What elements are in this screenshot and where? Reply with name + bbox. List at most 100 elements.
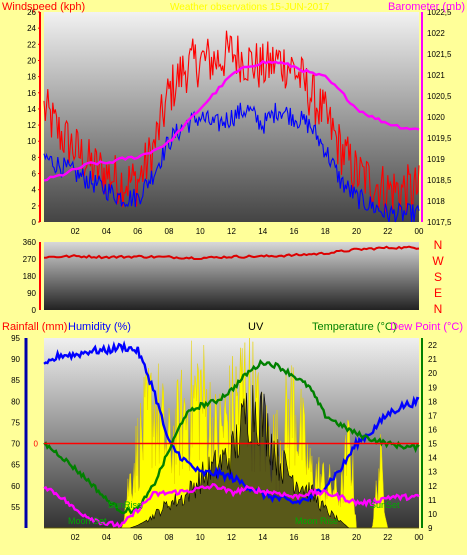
- baro-y-tick-1017,5: 1017,5: [427, 218, 452, 227]
- dir-y-tick-360: 360: [23, 238, 37, 247]
- compass-n-top: N: [434, 238, 443, 252]
- temp-y-tick-18: 18: [428, 397, 437, 406]
- humidity-y-tick-80: 80: [11, 397, 20, 406]
- humidity-y-tick-70: 70: [11, 440, 20, 449]
- humidity-y-tick-90: 90: [11, 355, 20, 364]
- wind-y-tick-4: 4: [32, 186, 37, 195]
- wind-y-tick-26: 26: [27, 8, 36, 17]
- temp-y-tick-22: 22: [428, 341, 437, 350]
- compass-w: W: [432, 254, 444, 268]
- wind-x-tick-02: 02: [71, 227, 80, 236]
- temp-y-tick-17: 17: [428, 411, 437, 420]
- baro-y-tick-1019,5: 1019,5: [427, 134, 452, 143]
- dewpoint-label: Dew Point (°C): [390, 321, 463, 333]
- temp-y-tick-14: 14: [428, 454, 437, 463]
- wind-y-tick-14: 14: [27, 105, 36, 114]
- thermo-x-tick-02: 02: [71, 533, 80, 542]
- baro-y-tick-1018,5: 1018,5: [427, 176, 452, 185]
- thermo-x-tick-12: 12: [227, 533, 236, 542]
- wind-y-tick-12: 12: [27, 121, 36, 130]
- dir-y-tick-90: 90: [27, 289, 36, 298]
- dir-y-tick-270: 270: [23, 255, 37, 264]
- compass-s: S: [434, 270, 442, 284]
- moonrise-label: Moon Rise: [295, 516, 338, 526]
- sunrise-label: SunRise: [108, 500, 142, 510]
- thermo-x-tick-10: 10: [196, 533, 205, 542]
- wind-y-tick-2: 2: [32, 202, 37, 211]
- wind-y-tick-22: 22: [27, 40, 36, 49]
- baro-y-tick-1020: 1020: [427, 113, 445, 122]
- temp-y-tick-15: 15: [428, 440, 437, 449]
- compass-e: E: [434, 286, 442, 300]
- humidity-y-tick-75: 75: [11, 418, 20, 427]
- baro-y-tick-1019: 1019: [427, 155, 445, 164]
- baro-y-tick-1021: 1021: [427, 71, 445, 80]
- wind-x-tick-08: 08: [165, 227, 174, 236]
- wind-y-tick-18: 18: [27, 73, 36, 82]
- series-uv-area: [44, 384, 419, 529]
- baro-y-tick-1021,5: 1021,5: [427, 50, 452, 59]
- baro-y-tick-1022,5: 1022,5: [427, 8, 452, 17]
- thermo-x-tick-00: 00: [415, 533, 424, 542]
- wind-x-tick-12: 12: [227, 227, 236, 236]
- thermo-x-tick-14: 14: [258, 533, 267, 542]
- baro-y-tick-1018: 1018: [427, 197, 445, 206]
- chart-title: Weather observations 15-JUN-2017: [170, 2, 330, 13]
- temp-y-tick-16: 16: [428, 425, 437, 434]
- rain-y-tick-0: 0: [34, 440, 39, 449]
- windspeed-label: Windspeed (kph): [2, 1, 85, 13]
- thermo-x-tick-18: 18: [321, 533, 330, 542]
- wind-x-tick-06: 06: [133, 227, 142, 236]
- wind-y-tick-0: 0: [32, 218, 37, 227]
- wind-x-tick-22: 22: [383, 227, 392, 236]
- direction-panel: [44, 242, 419, 310]
- wind-y-tick-16: 16: [27, 89, 36, 98]
- series-dew-point-line: [43, 483, 420, 528]
- rainfall-label: Rainfall (mm): [2, 321, 67, 333]
- baro-y-tick-1022: 1022: [427, 29, 445, 38]
- humidity-y-tick-55: 55: [11, 503, 20, 512]
- temp-y-tick-9: 9: [428, 524, 433, 533]
- humidity-y-tick-95: 95: [11, 334, 20, 343]
- humidity-y-tick-65: 65: [11, 461, 20, 470]
- barometer-label: Barometer (mb): [388, 1, 465, 13]
- wind-y-tick-6: 6: [32, 170, 37, 179]
- temp-y-tick-13: 13: [428, 468, 437, 477]
- wind-x-tick-04: 04: [102, 227, 111, 236]
- temp-y-tick-10: 10: [428, 510, 437, 519]
- wind-x-tick-20: 20: [352, 227, 361, 236]
- humidity-label: Humidity (%): [68, 321, 131, 333]
- wind-x-tick-00: 00: [415, 227, 424, 236]
- temp-y-tick-21: 21: [428, 355, 437, 364]
- compass-n-bottom: N: [434, 302, 443, 316]
- wind-x-tick-10: 10: [196, 227, 205, 236]
- temp-y-tick-12: 12: [428, 482, 437, 491]
- uv-label: UV: [248, 321, 264, 333]
- series-wind-direction-line: [43, 245, 420, 260]
- series-humidity-line: [43, 340, 420, 506]
- humidity-y-tick-60: 60: [11, 482, 20, 491]
- temperature-label: Temperature (°C): [312, 321, 396, 333]
- thermo-x-tick-20: 20: [352, 533, 361, 542]
- dir-y-tick-180: 180: [23, 272, 37, 281]
- humidity-y-tick-85: 85: [11, 376, 20, 385]
- series-wind-average-line: [43, 102, 420, 223]
- moonset-label: Moon Set: [68, 516, 107, 526]
- wind-x-tick-18: 18: [321, 227, 330, 236]
- sunset-label: SunSet: [370, 500, 400, 510]
- wind-y-tick-20: 20: [27, 56, 36, 65]
- thermo-x-tick-16: 16: [290, 533, 299, 542]
- wind-x-tick-14: 14: [258, 227, 267, 236]
- temp-y-tick-19: 19: [428, 383, 437, 392]
- series-barometer-line: [43, 59, 420, 182]
- wind-y-tick-8: 8: [32, 153, 37, 162]
- baro-y-tick-1020,5: 1020,5: [427, 92, 452, 101]
- thermo-x-tick-04: 04: [102, 533, 111, 542]
- dir-y-tick-0: 0: [32, 306, 37, 315]
- series-temperature-line: [43, 359, 420, 515]
- thermo-x-tick-06: 06: [133, 533, 142, 542]
- thermo-x-tick-22: 22: [383, 533, 392, 542]
- wind-y-tick-10: 10: [27, 137, 36, 146]
- temp-y-tick-20: 20: [428, 369, 437, 378]
